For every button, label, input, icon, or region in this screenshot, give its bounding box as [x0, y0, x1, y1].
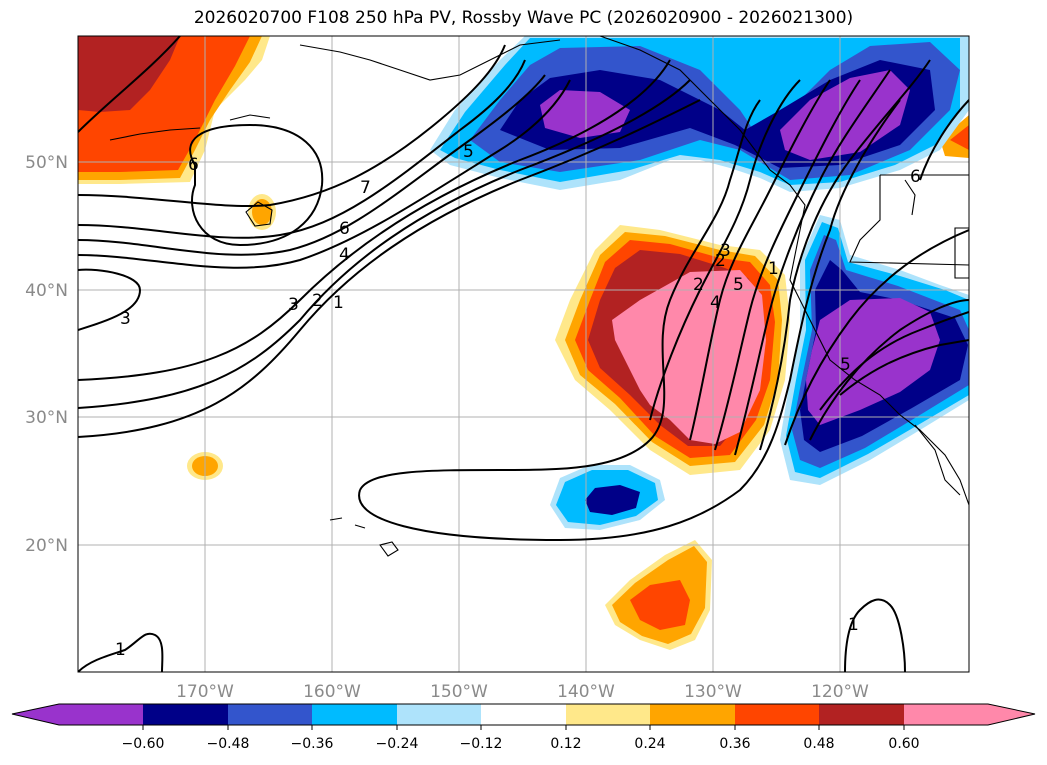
- contour-label: 1: [115, 640, 126, 660]
- colorbar-tick-label: −0.12: [460, 736, 503, 752]
- contour-label: 3: [288, 295, 299, 315]
- lon-label: 140°W: [557, 682, 615, 702]
- contour-label: 6: [910, 167, 921, 187]
- colorbar-segment: [735, 704, 819, 725]
- colorbar-segment: [650, 704, 735, 725]
- lon-label: 120°W: [811, 682, 869, 702]
- colorbar-segment: [397, 704, 481, 725]
- contour-label: 2: [312, 291, 323, 311]
- negative-anomaly-north: [430, 36, 969, 192]
- positive-anomaly-south: [605, 540, 712, 650]
- contour-label: 6: [339, 219, 350, 239]
- lon-label: 130°W: [684, 682, 742, 702]
- colorbar-outline: [11, 703, 1036, 726]
- contour-label: 6: [188, 155, 199, 175]
- lat-label: 50°N: [25, 153, 68, 173]
- contour-label: 3: [120, 309, 131, 329]
- colorbar-segment: [143, 704, 228, 725]
- colorbar-tick-label: 0.36: [719, 736, 750, 752]
- colorbar-segment: [819, 704, 904, 725]
- colorbar-tick-label: 0.60: [888, 736, 919, 752]
- graticule: [78, 36, 969, 672]
- colorbar-segment: [228, 704, 312, 725]
- lon-label: 170°W: [176, 682, 234, 702]
- contour-labels: 1 2 3 4 5 6 7 3 2 1 5 4 5 2 3 6 1 1 6: [115, 142, 921, 660]
- map-frame: [77, 35, 970, 673]
- lat-label: 40°N: [25, 281, 68, 301]
- contour-label: 1: [848, 615, 859, 635]
- colorbar-segment: [312, 704, 397, 725]
- colorbar-tick-label: −0.36: [291, 736, 334, 752]
- colorbar-segment: [481, 704, 566, 725]
- colorbar-tick-label: 0.12: [550, 736, 581, 752]
- map-title: 2026020700 F108 250 hPa PV, Rossby Wave …: [193, 8, 854, 28]
- colorbar-segment: [566, 704, 650, 725]
- lat-label: 30°N: [25, 408, 68, 428]
- colorbar: −0.60 −0.48 −0.36 −0.24 −0.12 0.12 0.24 …: [11, 703, 1036, 752]
- contour-label: 1: [333, 293, 344, 313]
- colorbar-tick-label: 0.48: [803, 736, 834, 752]
- latitude-labels: 50°N 40°N 30°N 20°N: [25, 153, 68, 556]
- lat-label: 20°N: [25, 536, 68, 556]
- colorbar-tick-label: 0.24: [634, 736, 665, 752]
- colorbar-segment: [12, 704, 143, 725]
- negative-anomaly-south: [550, 465, 665, 530]
- pv-contours: [78, 36, 969, 672]
- contour-label: 5: [840, 355, 851, 375]
- lon-label: 150°W: [430, 682, 488, 702]
- contour-label: 7: [360, 178, 371, 198]
- map-area: 1 2 3 4 5 6 7 3 2 1 5 4 5 2 3 6 1 1 6: [78, 36, 969, 672]
- contour-label: 4: [339, 245, 350, 265]
- colorbar-tick-label: −0.24: [376, 736, 419, 752]
- longitude-labels: 170°W 160°W 150°W 140°W 130°W 120°W: [176, 682, 869, 702]
- contour-label: 5: [733, 275, 744, 295]
- contour-label: 5: [463, 142, 474, 162]
- lon-label: 160°W: [303, 682, 361, 702]
- contour-label: 1: [768, 259, 779, 279]
- coastlines: [109, 36, 969, 557]
- contour-label: 2: [693, 275, 704, 295]
- contour-label: 3: [720, 241, 731, 261]
- colorbar-tick-label: −0.48: [207, 736, 250, 752]
- contour-label: 4: [710, 293, 721, 313]
- colorbar-segment: [904, 704, 1035, 725]
- colorbar-tick-label: −0.60: [122, 736, 165, 752]
- contour-label: 2: [715, 251, 726, 271]
